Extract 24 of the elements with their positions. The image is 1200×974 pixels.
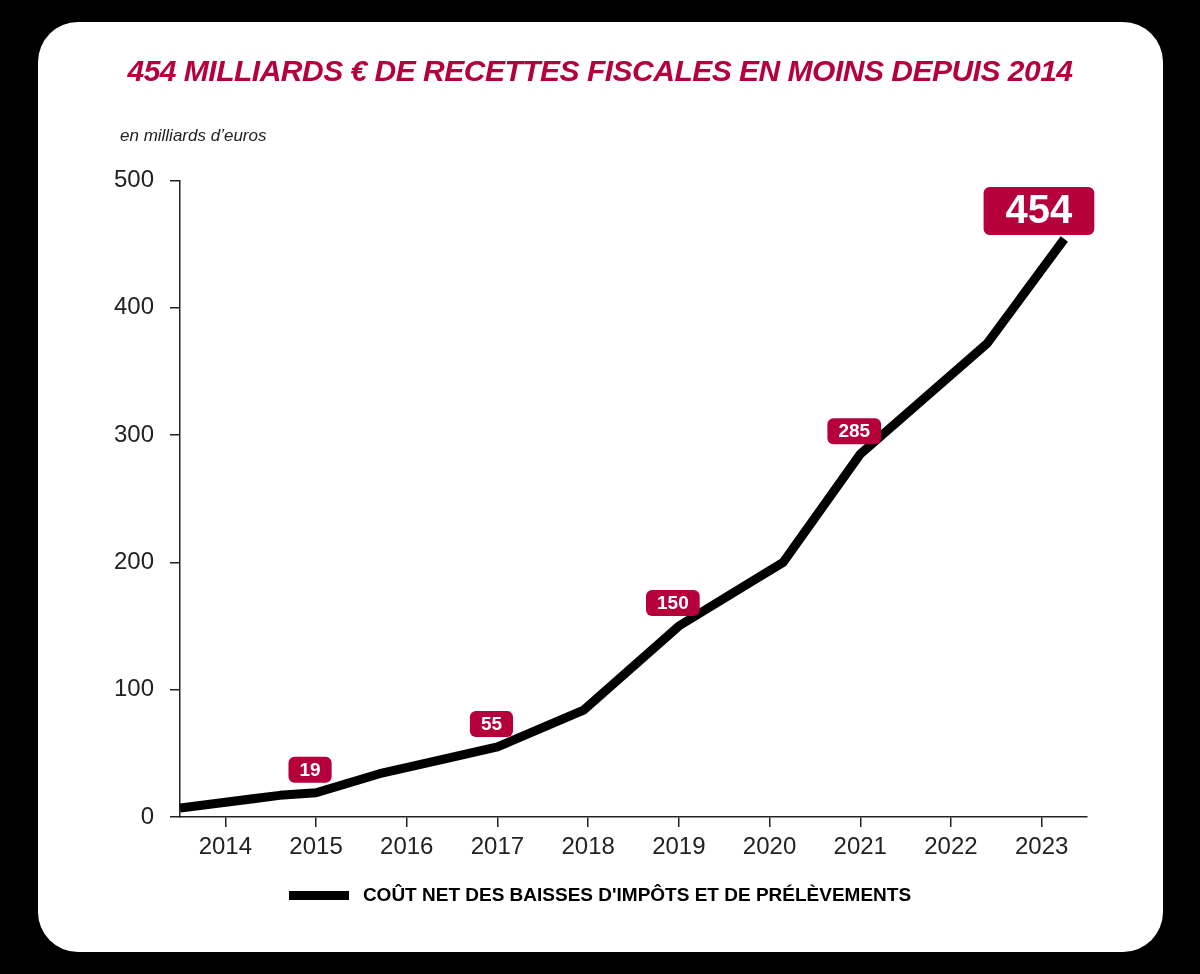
x-tick-label: 2021 [833,832,887,860]
y-tick-label: 200 [113,546,154,574]
x-tick-label: 2023 [1014,832,1069,860]
data-label: 19 [299,759,321,781]
x-tick-label: 2022 [924,832,978,860]
data-label: 454 [1005,187,1074,231]
data-label: 285 [838,420,871,442]
legend-label: COÛT NET DES BAISSES D'IMPÔTS ET DE PRÉLÈVEMENTS [362,884,912,906]
y-tick-label: 300 [113,419,154,447]
x-tick-label: 2019 [652,832,706,860]
y-tick-label: 500 [113,165,154,193]
y-tick-label: 400 [113,292,154,320]
y-tick-label: 0 [140,801,154,829]
x-tick-label: 2015 [289,832,343,860]
x-tick-label: 2017 [470,832,525,860]
x-tick-label: 2018 [561,832,615,860]
data-label: 55 [480,713,503,735]
x-tick-label: 2016 [380,832,434,860]
chart-title: 454 MILLIARDS € DE RECETTES FISCALES EN MOINS DEPUIS 2014 [126,54,1074,88]
x-tick-label: 2014 [198,832,253,860]
x-tick-label: 2020 [742,832,797,860]
y-axis-title: en milliards d’euros [120,126,267,146]
y-tick-label: 100 [113,674,154,702]
data-label: 150 [657,592,689,614]
